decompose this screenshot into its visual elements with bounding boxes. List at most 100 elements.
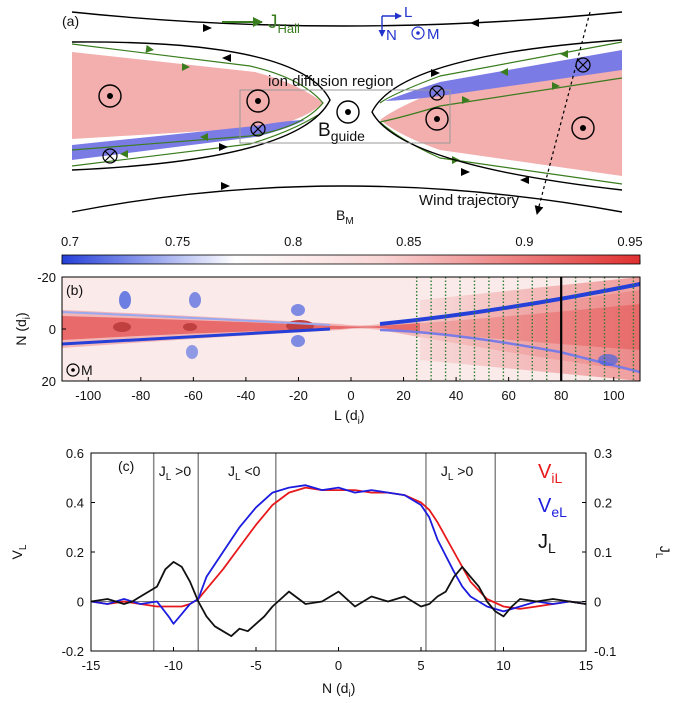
- axis-l-label: L: [404, 4, 412, 21]
- y-left-tick-label: 0.6: [66, 446, 84, 461]
- series-legend: ViL VeL JL: [538, 461, 567, 556]
- axis-m-label: M: [427, 26, 440, 43]
- y-tick-label: 0: [49, 322, 56, 337]
- field-arrow: [221, 182, 230, 190]
- y-tick-label: 20: [42, 374, 56, 389]
- current-arrow: [120, 150, 128, 158]
- colorbar-tick-labels: 0.7 0.75 0.8 0.85 0.9 0.95: [61, 234, 643, 264]
- legend-j-l: JL: [538, 531, 556, 556]
- colorbar-tick-label: 0.75: [165, 234, 190, 249]
- region-label: JL >0: [441, 463, 474, 483]
- colorbar-tick-label: 0.85: [396, 234, 421, 249]
- field-out-of-page-symbols: [98, 84, 595, 140]
- hall-current-line: [71, 43, 324, 151]
- panel-c-ylabel-right: JL: [653, 546, 673, 559]
- plasmoid: [113, 322, 131, 332]
- current-arrow: [145, 44, 154, 53]
- x-tick-label: -5: [250, 658, 262, 673]
- field-line: [371, 39, 623, 191]
- panel-a-label: (a): [62, 13, 79, 29]
- region-label: JL <0: [228, 463, 261, 483]
- x-tick-label: 60: [501, 388, 515, 403]
- y-right-tick-label: 0.1: [594, 545, 612, 560]
- y-left-tick-label: 0.2: [66, 545, 84, 560]
- x-tick-label: 20: [396, 388, 410, 403]
- y-left-tick-label: -0.2: [62, 644, 84, 659]
- current-arrow: [552, 82, 560, 90]
- field-arrow: [431, 69, 440, 77]
- x-tick-label: -80: [131, 388, 150, 403]
- panel-b-ylabel: N (di): [13, 312, 33, 345]
- current-arrow: [560, 50, 568, 58]
- upstream-blue-region: [72, 120, 305, 160]
- guide-field-label: Bguide: [318, 120, 365, 144]
- panel-c-label: (c): [118, 458, 134, 474]
- x-tick-label: 80: [554, 388, 568, 403]
- y-right-tick-label: -0.1: [594, 644, 616, 659]
- field-arrow: [470, 19, 479, 27]
- x-tick-label: -15: [82, 658, 101, 673]
- panel-a-schematic: (a) ion dif: [62, 4, 623, 215]
- separatrix-streak: [62, 311, 331, 326]
- current-arrow: [200, 133, 208, 141]
- x-tick-label: -10: [164, 658, 183, 673]
- x-tick-label: 40: [449, 388, 463, 403]
- colorbar: BM 0.7 0.75 0.8 0.85 0.9 0.95: [61, 207, 643, 265]
- colorbar-bar: [61, 254, 641, 265]
- field-line: [71, 185, 623, 213]
- separatrix-streak: [62, 327, 331, 346]
- x-tick-label: -40: [237, 388, 256, 403]
- axis-n-label: N: [386, 27, 397, 44]
- y-right-tick-label: 0.2: [594, 496, 612, 511]
- legend-v-el: VeL: [538, 495, 567, 520]
- y-left-tick-label: 0.4: [66, 496, 84, 511]
- panel-c-ylabel-left: VL: [9, 544, 29, 559]
- panel-c-xlabel: N (di): [322, 680, 355, 700]
- y-right-tick-label: 0.3: [594, 446, 612, 461]
- x-tick-label: 0: [335, 658, 342, 673]
- x-tick-label: 0: [347, 388, 354, 403]
- wind-trajectory-line: [534, 11, 591, 215]
- wind-trajectory-label: Wind trajectory: [419, 192, 520, 209]
- field-arrow: [461, 168, 470, 176]
- upstream-pink-region: [72, 52, 323, 139]
- region-labels: JL >0 JL <0 JL >0: [159, 463, 474, 483]
- downstream-blue-region: [385, 50, 622, 101]
- current-arrow: [462, 96, 470, 104]
- panel-c-ticks: -15 -10 -5 0 5 10 15 -0.2 0 0.2 0.4 0.6 -0.1 0 0.1 0.2 0…: [62, 446, 617, 673]
- panel-b-heatmap: (b) M -100 -80 -60 -40 -20 0 20 40 60 80 100 -20 0 20…: [13, 270, 641, 427]
- ion-diffusion-region-box: [239, 89, 451, 144]
- x-tick-label: -20: [289, 388, 308, 403]
- panel-b-ticks: -100 -80 -60 -40 -20 0 20 40 60 80 100 -20 0 20: [37, 270, 624, 403]
- x-tick-label: -60: [184, 388, 203, 403]
- colorbar-tick-label: 0.9: [515, 234, 533, 249]
- current-arrow: [182, 63, 190, 71]
- field-line: [71, 11, 623, 27]
- y-left-tick-label: 0: [77, 595, 84, 610]
- separatrix-streak: [379, 282, 640, 326]
- hall-current-legend-label: JHall: [268, 12, 300, 36]
- series-line-v-il: [91, 486, 586, 610]
- series-line-v-el: [91, 484, 586, 625]
- colorbar-label: BM: [336, 207, 354, 227]
- lmn-coordinate-axes: L N M: [378, 4, 440, 44]
- y-tick-label: -20: [37, 270, 56, 285]
- x-tick-label: 10: [496, 658, 510, 673]
- plasmoid: [183, 323, 197, 331]
- field-line: [71, 41, 331, 171]
- x-tick-label: -100: [75, 388, 101, 403]
- series-line-j-l: [91, 561, 586, 637]
- colorbar-tick-label: 0.7: [61, 234, 79, 249]
- field-arrow: [222, 54, 231, 62]
- panel-b-label: (b): [66, 282, 83, 298]
- m-out-of-page-icon: [66, 363, 80, 377]
- series-lines: [91, 484, 586, 637]
- field-arrow: [219, 143, 228, 151]
- field-arrow: [520, 176, 529, 184]
- legend-v-il: ViL: [538, 461, 562, 486]
- colorbar-tick-label: 0.8: [284, 234, 302, 249]
- panel-c-line-chart: (c) -15 -10 -5 0 5 10 15 -0.2 0 0.2 0.4 0.6 -0.1 0 0.1…: [9, 446, 673, 700]
- m-direction-label: M: [81, 362, 93, 378]
- x-tick-label: 100: [603, 388, 625, 403]
